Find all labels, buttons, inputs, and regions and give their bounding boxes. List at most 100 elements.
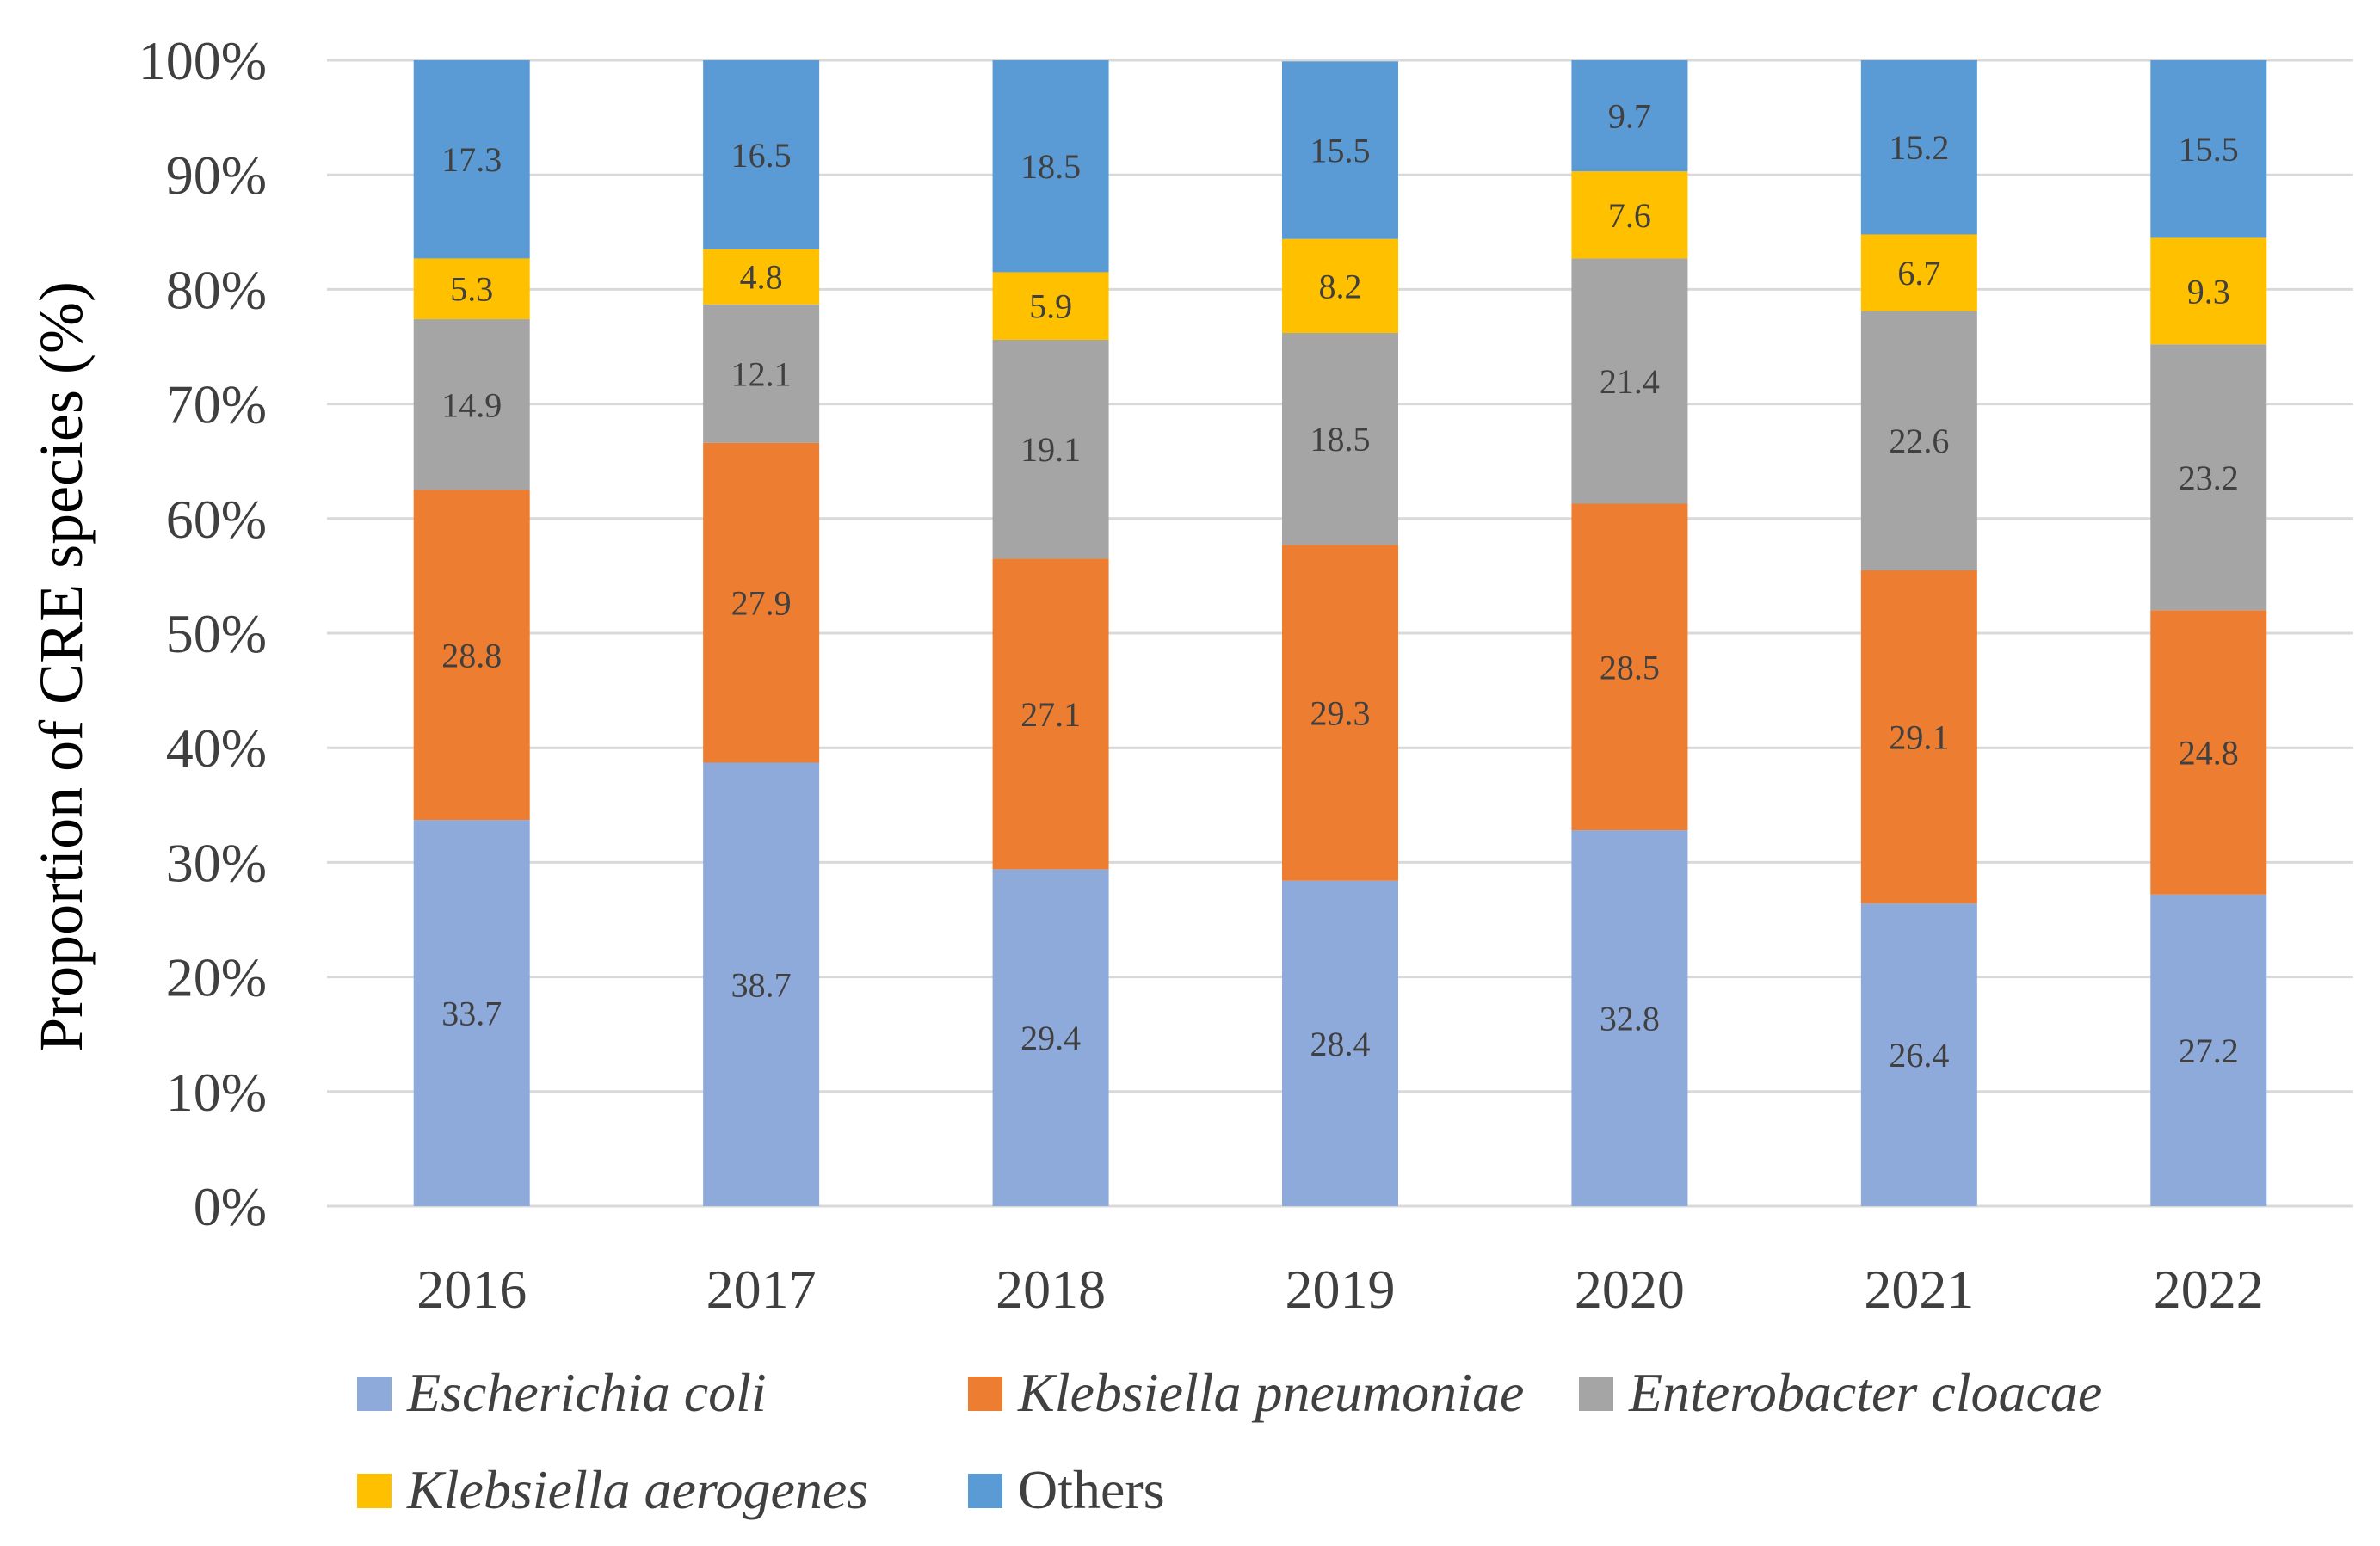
x-tick-label: 2016 (416, 1259, 527, 1320)
x-tick-label: 2017 (706, 1259, 817, 1320)
bar-segment (703, 304, 820, 443)
y-tick-label: 70% (166, 374, 267, 435)
bar-segment (1571, 258, 1688, 504)
data-label: 15.5 (1310, 132, 1371, 170)
data-label: 24.8 (2179, 734, 2239, 773)
legend-item: Others (968, 1459, 1165, 1520)
data-label: 23.2 (2179, 459, 2239, 497)
bar-segment (992, 869, 1109, 1206)
data-label: 14.9 (441, 385, 502, 424)
y-tick-label: 100% (139, 30, 267, 91)
bar-segment (1282, 880, 1398, 1206)
bar-segment (992, 558, 1109, 870)
legend-swatch (968, 1377, 1002, 1411)
bar-segment (703, 249, 820, 305)
data-label: 28.4 (1310, 1025, 1371, 1063)
bar-segment (703, 442, 820, 763)
bar-segment (413, 820, 530, 1206)
data-label: 38.7 (731, 965, 792, 1004)
data-label: 6.7 (1897, 254, 1940, 293)
legend-label: Klebsiella aerogenes (406, 1459, 868, 1520)
data-label: 29.3 (1310, 694, 1371, 733)
data-label: 33.7 (441, 995, 502, 1033)
data-label: 15.5 (2179, 130, 2239, 169)
x-tick-label: 2018 (996, 1259, 1106, 1320)
bar-segment (1282, 238, 1398, 334)
data-label: 28.8 (441, 636, 502, 674)
bar-segment (1571, 171, 1688, 259)
y-tick-label: 60% (166, 489, 267, 550)
bar-segment (2150, 894, 2267, 1206)
legend-swatch (1579, 1377, 1613, 1411)
y-tick-label: 0% (194, 1176, 267, 1237)
legend-item: Klebsiella pneumoniae (968, 1362, 1524, 1423)
data-label: 5.9 (1029, 287, 1072, 326)
data-label: 17.3 (441, 140, 502, 179)
data-label: 22.6 (1889, 422, 1949, 460)
bar-segment (703, 762, 820, 1206)
bar-segment (413, 490, 530, 821)
legend-label: Enterobacter cloacae (1628, 1362, 2102, 1423)
bar-segment (992, 60, 1109, 273)
y-tick-label: 20% (166, 947, 267, 1008)
legend-swatch (968, 1474, 1002, 1508)
bar-segment (413, 319, 530, 490)
data-label: 28.5 (1600, 648, 1660, 687)
data-label: 18.5 (1020, 147, 1081, 186)
data-label: 18.5 (1310, 420, 1371, 459)
bars (413, 60, 2267, 1206)
y-tick-label: 10% (166, 1062, 267, 1123)
data-label: 9.3 (2187, 272, 2230, 311)
data-label: 15.2 (1889, 128, 1949, 167)
data-label: 32.8 (1600, 1000, 1660, 1038)
bar-segment (1282, 333, 1398, 545)
bar-segment (1571, 60, 1688, 172)
bar-segment (1282, 61, 1398, 239)
data-label: 7.6 (1608, 196, 1651, 235)
bar-segment (1860, 234, 1977, 311)
data-label: 12.1 (731, 354, 792, 393)
y-tick-label: 50% (166, 603, 267, 664)
data-label: 26.4 (1889, 1036, 1949, 1075)
data-label: 16.5 (731, 136, 792, 175)
legend: Escherichia coli Klebsiella pneumoniae Ent… (357, 1362, 2102, 1520)
data-label: 5.3 (450, 270, 493, 309)
data-label: 8.2 (1319, 267, 1362, 305)
legend-item: Enterobacter cloacae (1579, 1362, 2102, 1423)
legend-label: Others (1018, 1459, 1165, 1520)
bar-segment (2150, 60, 2267, 238)
x-tick-label: 2019 (1286, 1259, 1396, 1320)
data-label: 21.4 (1600, 362, 1660, 401)
legend-swatch (357, 1474, 392, 1508)
y-tick-label: 90% (166, 145, 267, 206)
y-axis-label: Proportion of CRE species (%) (27, 281, 96, 1052)
bar-segment (413, 258, 530, 320)
data-label: 29.1 (1889, 718, 1949, 757)
bar-segment (1860, 903, 1977, 1206)
bar-segment (703, 60, 820, 249)
bar-segment (1860, 60, 1977, 235)
segment-labels: 33.7 28.8 14.9 5.3 17.3 38.7 27.9 12.1 4.8 16.5 29… (441, 97, 2239, 1075)
bar-segment (2150, 610, 2267, 895)
data-label: 27.2 (2179, 1032, 2239, 1070)
bar-segment (992, 340, 1109, 559)
y-axis: 0% 10% 20% 30% 40% 50% 60% 70% 80% 90% 100% (139, 30, 267, 1237)
legend-label: Klebsiella pneumoniae (1017, 1362, 1524, 1423)
legend-swatch (357, 1377, 392, 1411)
bar-segment (1860, 311, 1977, 570)
data-label: 19.1 (1020, 430, 1081, 469)
bar-segment (1860, 570, 1977, 904)
y-tick-label: 40% (166, 718, 267, 779)
legend-item: Escherichia coli (357, 1362, 767, 1423)
x-tick-label: 2021 (1864, 1259, 1974, 1320)
x-axis: 2016 2017 2018 2019 2020 2021 2022 (416, 1259, 2264, 1320)
data-label: 29.4 (1020, 1019, 1081, 1057)
data-label: 9.7 (1608, 97, 1651, 136)
data-label: 27.9 (731, 584, 792, 623)
legend-label: Escherichia coli (406, 1362, 767, 1423)
bar-segment (2150, 344, 2267, 611)
bar-segment (1282, 545, 1398, 881)
bar-segment (2150, 237, 2267, 345)
